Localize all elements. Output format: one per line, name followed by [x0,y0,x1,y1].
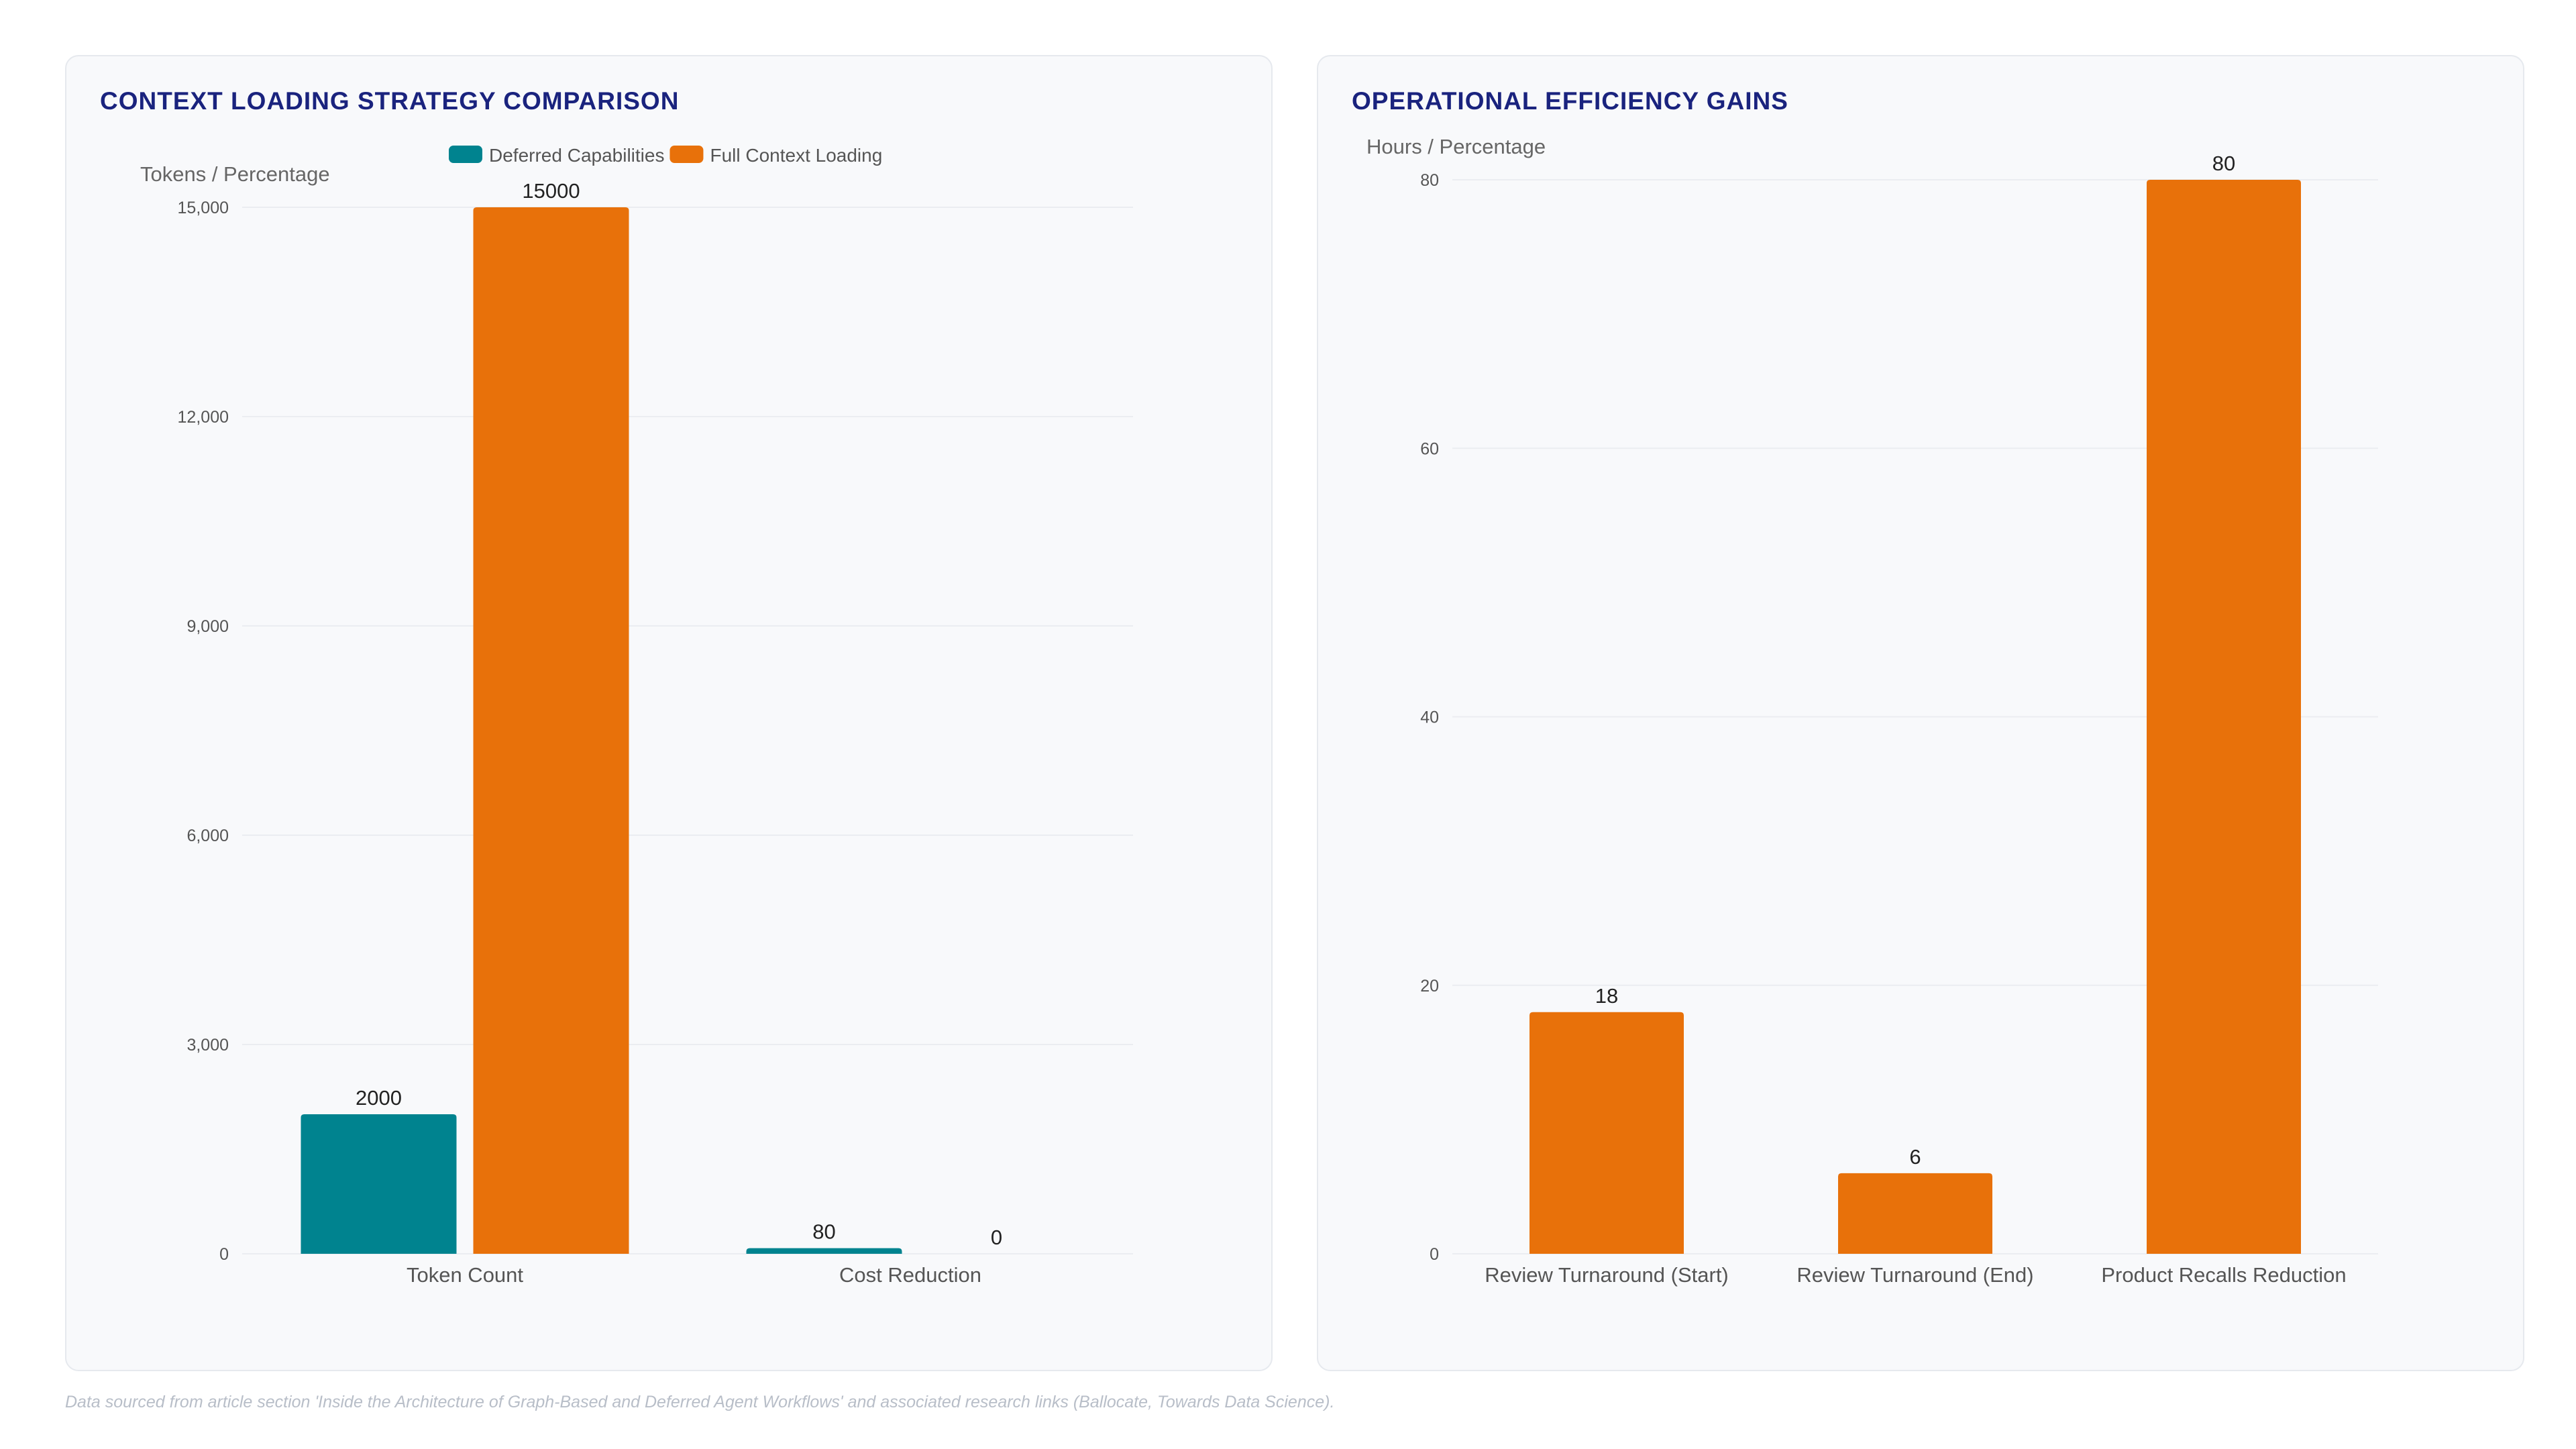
bar-token-count-1 [473,207,629,1254]
y-tick-label: 0 [1430,1245,1439,1264]
chart-title: CONTEXT LOADING STRATEGY COMPARISON [100,87,680,115]
y-axis-label: Hours / Percentage [1366,135,1546,158]
x-category-label: Review Turnaround (Start) [1485,1263,1729,1287]
legend-swatch [449,146,482,163]
y-axis-label: Tokens / Percentage [140,162,330,186]
bar-review-turnaround-start--0 [1529,1012,1684,1254]
x-category-label: Product Recalls Reduction [2101,1263,2346,1287]
data-label: 80 [2212,152,2235,175]
bar-token-count-0 [301,1114,457,1254]
y-tick-label: 12,000 [178,408,229,427]
data-source-footnote: Data sourced from article section 'Insid… [65,1393,1335,1411]
data-label: 2000 [356,1086,402,1110]
bar-cost-reduction-0 [746,1248,902,1254]
bar-product-recalls-reduction-0 [2147,180,2301,1254]
data-label: 18 [1595,984,1618,1008]
bar-review-turnaround-end--0 [1838,1173,1992,1254]
y-tick-label: 9,000 [186,617,229,636]
x-category-label: Review Turnaround (End) [1796,1263,2033,1287]
data-label: 0 [991,1226,1002,1249]
chart-title: OPERATIONAL EFFICIENCY GAINS [1352,87,1788,115]
y-tick-label: 3,000 [186,1036,229,1055]
x-category-label: Cost Reduction [839,1263,981,1287]
chart-panel-context-loading: CONTEXT LOADING STRATEGY COMPARISON 0 3,0… [65,55,1273,1371]
chart-panel-operational-efficiency: OPERATIONAL EFFICIENCY GAINS 0 20 40 60 80 Ho… [1317,55,2524,1371]
y-tick-label: 15,000 [178,199,229,217]
legend-swatch [669,146,704,163]
y-tick-label: 80 [1420,171,1439,190]
legend-label: Deferred Capabilities [489,145,664,166]
data-label: 15000 [522,179,580,203]
y-tick-label: 20 [1420,977,1439,996]
legend-label: Full Context Loading [710,145,882,166]
y-tick-label: 40 [1420,708,1439,727]
y-tick-label: 60 [1420,439,1439,458]
y-tick-label: 0 [219,1245,229,1264]
y-tick-label: 6,000 [186,826,229,845]
data-label: 6 [1909,1145,1921,1169]
x-category-label: Token Count [407,1263,523,1287]
data-label: 80 [812,1220,835,1244]
operational-efficiency-chart: 0 20 40 60 80 Hours / Percentage 18 Review Turn… [1366,135,2378,1287]
context-loading-chart: 0 3,000 6,000 9,000 12,000 15,000 Tokens / Per… [140,145,1133,1287]
